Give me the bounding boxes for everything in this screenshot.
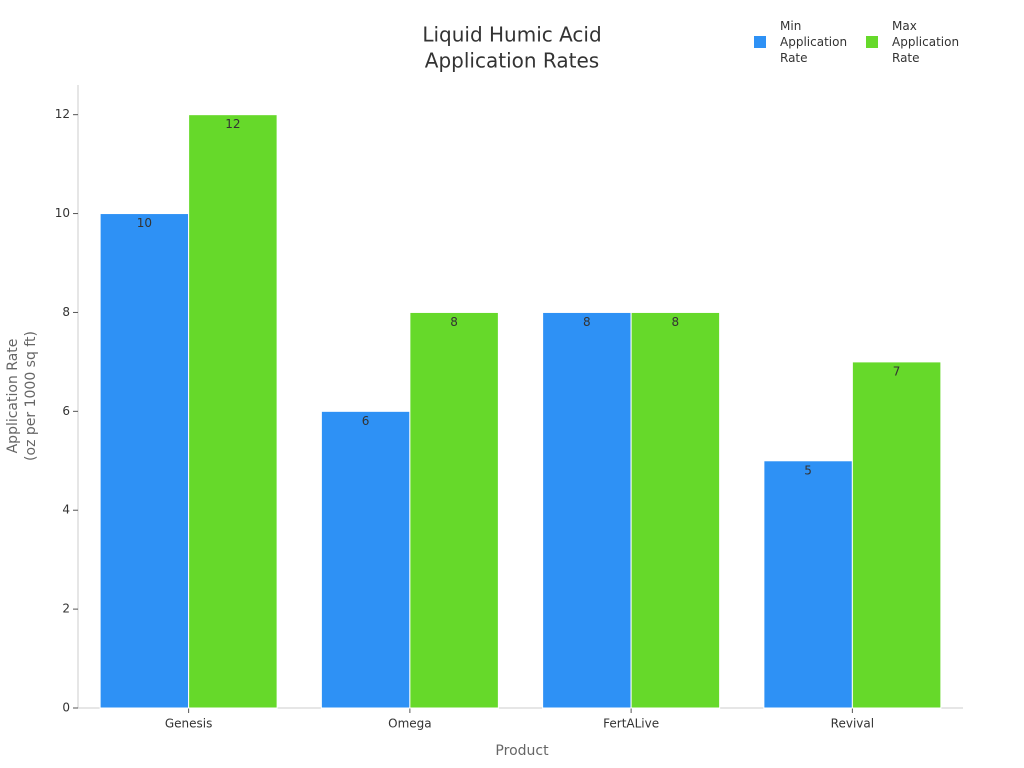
y-tick-label: 0	[62, 701, 70, 715]
chart-title: Liquid Humic Acid	[422, 23, 601, 47]
x-tick-label: Omega	[388, 717, 432, 731]
data-label: 8	[672, 315, 680, 329]
bar	[851, 361, 942, 709]
data-label: 7	[893, 364, 901, 378]
x-tick-label: FertALive	[603, 717, 659, 731]
bar	[320, 410, 411, 709]
y-tick-label: 10	[55, 206, 70, 220]
x-tick-label: Genesis	[165, 717, 213, 731]
legend-swatch	[754, 36, 766, 48]
data-label: 10	[137, 216, 152, 230]
y-tick-label: 4	[62, 503, 70, 517]
y-tick-label: 12	[55, 107, 70, 121]
legend-swatch	[866, 36, 878, 48]
data-label: 5	[804, 463, 812, 477]
bar	[188, 114, 278, 709]
legend-label: Min Application Rate	[780, 19, 847, 65]
y-tick-label: 8	[62, 305, 70, 319]
y-axis-label: Application Rate	[5, 339, 21, 454]
bar	[99, 213, 190, 709]
chart-title: Application Rates	[425, 49, 599, 73]
bar	[409, 311, 499, 709]
data-label: 12	[225, 117, 240, 131]
bar	[763, 460, 853, 709]
data-label: 8	[450, 315, 458, 329]
y-axis-label: (oz per 1000 sq ft)	[23, 331, 39, 461]
bar	[542, 311, 632, 709]
y-tick-label: 6	[62, 404, 70, 418]
data-label: 6	[362, 414, 370, 428]
legend-label: Max Application Rate	[892, 19, 959, 65]
y-tick-label: 2	[62, 602, 70, 616]
bar	[630, 311, 721, 709]
x-axis-label: Product	[495, 743, 549, 759]
data-label: 8	[583, 315, 591, 329]
x-tick-label: Revival	[831, 717, 874, 731]
